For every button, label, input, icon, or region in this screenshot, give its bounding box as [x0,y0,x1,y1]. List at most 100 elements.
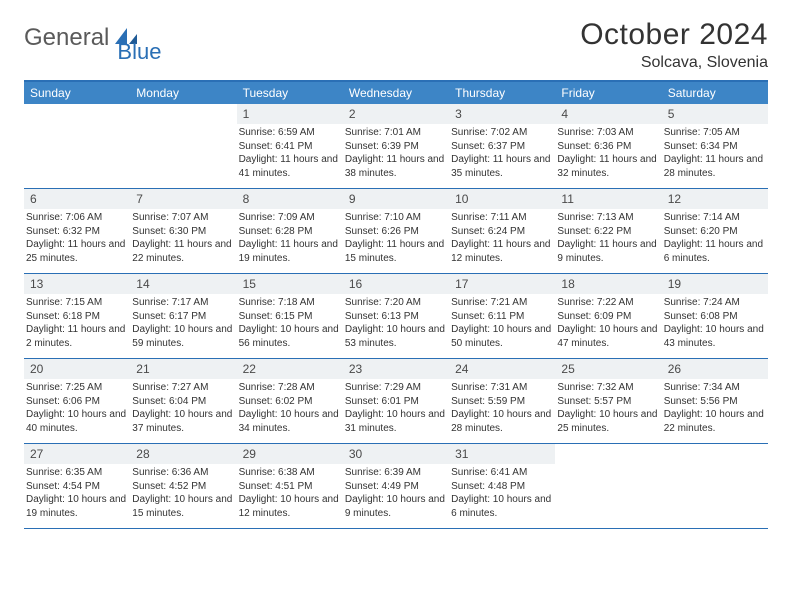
daylight-line: Daylight: 10 hours and 53 minutes. [345,323,445,350]
cell-body: Sunrise: 7:27 AMSunset: 6:04 PMDaylight:… [130,379,236,439]
sunrise-line: Sunrise: 7:14 AM [664,211,764,225]
daylight-line: Daylight: 11 hours and 35 minutes. [451,153,551,180]
sunset-line: Sunset: 6:01 PM [345,395,445,409]
calendar-cell: 12Sunrise: 7:14 AMSunset: 6:20 PMDayligh… [662,189,768,273]
sunrise-line: Sunrise: 7:24 AM [664,296,764,310]
cell-body: Sunrise: 7:29 AMSunset: 6:01 PMDaylight:… [343,379,449,439]
sunrise-line: Sunrise: 6:36 AM [132,466,232,480]
calendar-cell: 14Sunrise: 7:17 AMSunset: 6:17 PMDayligh… [130,274,236,358]
cell-body: Sunrise: 7:28 AMSunset: 6:02 PMDaylight:… [237,379,343,439]
calendar-week: 20Sunrise: 7:25 AMSunset: 6:06 PMDayligh… [24,359,768,444]
calendar-cell: 20Sunrise: 7:25 AMSunset: 6:06 PMDayligh… [24,359,130,443]
calendar-cell: 25Sunrise: 7:32 AMSunset: 5:57 PMDayligh… [555,359,661,443]
calendar-cell: 15Sunrise: 7:18 AMSunset: 6:15 PMDayligh… [237,274,343,358]
day-number: 7 [130,189,236,209]
calendar-cell: 19Sunrise: 7:24 AMSunset: 6:08 PMDayligh… [662,274,768,358]
calendar-cell: 30Sunrise: 6:39 AMSunset: 4:49 PMDayligh… [343,444,449,528]
daylight-line: Daylight: 11 hours and 38 minutes. [345,153,445,180]
sunrise-line: Sunrise: 6:38 AM [239,466,339,480]
sunset-line: Sunset: 6:04 PM [132,395,232,409]
day-number: 9 [343,189,449,209]
daylight-line: Daylight: 10 hours and 6 minutes. [451,493,551,520]
daylight-line: Daylight: 10 hours and 59 minutes. [132,323,232,350]
sunset-line: Sunset: 5:56 PM [664,395,764,409]
day-number: 4 [555,104,661,124]
daylight-line: Daylight: 10 hours and 28 minutes. [451,408,551,435]
calendar-cell: 22Sunrise: 7:28 AMSunset: 6:02 PMDayligh… [237,359,343,443]
cell-body: Sunrise: 7:25 AMSunset: 6:06 PMDaylight:… [24,379,130,439]
day-number: 3 [449,104,555,124]
sunset-line: Sunset: 4:49 PM [345,480,445,494]
sunrise-line: Sunrise: 7:31 AM [451,381,551,395]
sunrise-line: Sunrise: 7:22 AM [557,296,657,310]
cell-body: Sunrise: 7:31 AMSunset: 5:59 PMDaylight:… [449,379,555,439]
day-number: 2 [343,104,449,124]
sunrise-line: Sunrise: 7:13 AM [557,211,657,225]
day-number: 14 [130,274,236,294]
cell-body: Sunrise: 7:10 AMSunset: 6:26 PMDaylight:… [343,209,449,269]
calendar-cell: 13Sunrise: 7:15 AMSunset: 6:18 PMDayligh… [24,274,130,358]
daylight-line: Daylight: 10 hours and 37 minutes. [132,408,232,435]
calendar-cell: 31Sunrise: 6:41 AMSunset: 4:48 PMDayligh… [449,444,555,528]
cell-body: Sunrise: 7:17 AMSunset: 6:17 PMDaylight:… [130,294,236,354]
daylight-line: Daylight: 11 hours and 22 minutes. [132,238,232,265]
cell-body: Sunrise: 6:38 AMSunset: 4:51 PMDaylight:… [237,464,343,524]
day-number: 18 [555,274,661,294]
sunset-line: Sunset: 6:28 PM [239,225,339,239]
day-number: 30 [343,444,449,464]
daylight-line: Daylight: 11 hours and 25 minutes. [26,238,126,265]
daylight-line: Daylight: 10 hours and 40 minutes. [26,408,126,435]
calendar-cell-empty [555,444,661,528]
sunset-line: Sunset: 4:51 PM [239,480,339,494]
sunset-line: Sunset: 6:09 PM [557,310,657,324]
day-header: Wednesday [343,82,449,104]
calendar-cell: 29Sunrise: 6:38 AMSunset: 4:51 PMDayligh… [237,444,343,528]
daylight-line: Daylight: 10 hours and 12 minutes. [239,493,339,520]
day-number: 1 [237,104,343,124]
day-number: 16 [343,274,449,294]
calendar-week: 13Sunrise: 7:15 AMSunset: 6:18 PMDayligh… [24,274,768,359]
cell-body: Sunrise: 7:03 AMSunset: 6:36 PMDaylight:… [555,124,661,184]
sunset-line: Sunset: 6:26 PM [345,225,445,239]
sunrise-line: Sunrise: 7:10 AM [345,211,445,225]
day-header: Friday [555,82,661,104]
daylight-line: Daylight: 11 hours and 15 minutes. [345,238,445,265]
sunset-line: Sunset: 6:41 PM [239,140,339,154]
cell-body: Sunrise: 7:14 AMSunset: 6:20 PMDaylight:… [662,209,768,269]
sunset-line: Sunset: 6:08 PM [664,310,764,324]
calendar-cell: 4Sunrise: 7:03 AMSunset: 6:36 PMDaylight… [555,104,661,188]
sunset-line: Sunset: 4:52 PM [132,480,232,494]
day-number: 24 [449,359,555,379]
cell-body: Sunrise: 6:35 AMSunset: 4:54 PMDaylight:… [24,464,130,524]
calendar-cell: 26Sunrise: 7:34 AMSunset: 5:56 PMDayligh… [662,359,768,443]
sunset-line: Sunset: 6:32 PM [26,225,126,239]
cell-body: Sunrise: 7:15 AMSunset: 6:18 PMDaylight:… [24,294,130,354]
sunrise-line: Sunrise: 7:02 AM [451,126,551,140]
sunset-line: Sunset: 6:11 PM [451,310,551,324]
calendar-cell: 21Sunrise: 7:27 AMSunset: 6:04 PMDayligh… [130,359,236,443]
cell-body: Sunrise: 7:02 AMSunset: 6:37 PMDaylight:… [449,124,555,184]
day-number: 6 [24,189,130,209]
sunset-line: Sunset: 6:24 PM [451,225,551,239]
sunset-line: Sunset: 6:02 PM [239,395,339,409]
day-number: 25 [555,359,661,379]
day-number: 31 [449,444,555,464]
cell-body: Sunrise: 6:36 AMSunset: 4:52 PMDaylight:… [130,464,236,524]
daylight-line: Daylight: 10 hours and 25 minutes. [557,408,657,435]
sunrise-line: Sunrise: 7:17 AM [132,296,232,310]
calendar-cell: 1Sunrise: 6:59 AMSunset: 6:41 PMDaylight… [237,104,343,188]
sunset-line: Sunset: 6:34 PM [664,140,764,154]
daylight-line: Daylight: 10 hours and 19 minutes. [26,493,126,520]
cell-body: Sunrise: 7:09 AMSunset: 6:28 PMDaylight:… [237,209,343,269]
daylight-line: Daylight: 10 hours and 47 minutes. [557,323,657,350]
calendar-cell: 2Sunrise: 7:01 AMSunset: 6:39 PMDaylight… [343,104,449,188]
calendar-cell: 28Sunrise: 6:36 AMSunset: 4:52 PMDayligh… [130,444,236,528]
day-number: 8 [237,189,343,209]
calendar-body: 1Sunrise: 6:59 AMSunset: 6:41 PMDaylight… [24,104,768,529]
sunset-line: Sunset: 6:22 PM [557,225,657,239]
sunrise-line: Sunrise: 7:27 AM [132,381,232,395]
sunrise-line: Sunrise: 6:35 AM [26,466,126,480]
calendar-week: 27Sunrise: 6:35 AMSunset: 4:54 PMDayligh… [24,444,768,529]
cell-body: Sunrise: 6:41 AMSunset: 4:48 PMDaylight:… [449,464,555,524]
sunrise-line: Sunrise: 7:25 AM [26,381,126,395]
